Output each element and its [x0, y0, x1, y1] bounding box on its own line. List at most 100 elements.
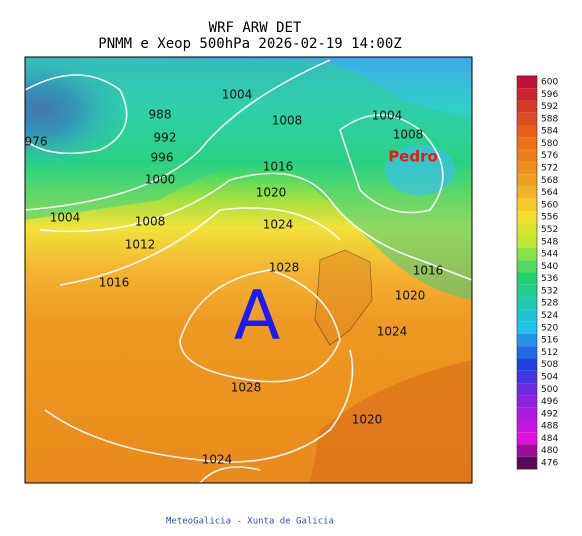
isobar-label: 1016	[413, 264, 444, 278]
isobar-label: 1024	[377, 325, 408, 339]
colorbar-label: 512	[541, 348, 558, 358]
colorbar-swatch	[517, 407, 537, 420]
iberia	[314, 249, 373, 346]
storm-name: Pedro	[388, 148, 438, 166]
colorbar-swatch	[517, 186, 537, 199]
isobar	[179, 269, 341, 383]
colorbar-label: 520	[541, 323, 558, 333]
isobar-label: 1028	[231, 381, 262, 395]
colorbar-swatch	[517, 149, 537, 162]
high-marker: A	[234, 277, 281, 356]
africa	[310, 360, 472, 483]
colorbar-swatch	[517, 100, 537, 113]
isobar-label: 1012	[125, 238, 156, 252]
colorbar-swatch	[517, 112, 537, 126]
colorbar-label: 492	[541, 409, 558, 419]
colorbar-swatch	[517, 383, 537, 396]
colorbar-label: 508	[541, 360, 558, 370]
colorbar-swatch	[517, 358, 537, 371]
colorbar-swatch	[517, 419, 537, 433]
colorbar-label: 536	[541, 274, 558, 284]
storm-area	[385, 145, 455, 195]
colorbar-swatch	[517, 211, 537, 224]
colorbar-label: 476	[541, 459, 558, 469]
colorbar-label: 588	[541, 114, 558, 124]
footer: MeteoGalicia - Xunta de Galicia	[166, 517, 334, 527]
colorbar-swatch	[517, 309, 537, 322]
colorbar-frame	[516, 75, 538, 470]
isobar-label: 1024	[263, 218, 294, 232]
colorbar-label: 500	[541, 385, 558, 395]
isobar	[39, 172, 472, 281]
map	[25, 57, 472, 483]
colorbar-swatch	[517, 370, 537, 384]
colorbar-swatch	[517, 223, 537, 236]
colorbar-swatch	[517, 432, 537, 445]
isobar-label: 1016	[99, 276, 130, 290]
isobar	[25, 74, 128, 155]
colorbar-swatch	[517, 198, 537, 212]
isobar-label: 1004	[372, 109, 403, 123]
colorbar-label: 576	[541, 151, 558, 161]
colorbar-label: 548	[541, 237, 558, 247]
colorbar-label: 584	[541, 127, 558, 137]
colorbar-label: 540	[541, 262, 558, 272]
colorbar-swatch	[517, 333, 537, 347]
map-frame	[24, 56, 473, 484]
isobar-label: 988	[149, 108, 172, 122]
colorbar-swatch	[517, 395, 537, 408]
isobar-label: 1020	[352, 413, 383, 427]
colorbar-label: 600	[541, 78, 558, 88]
colorbar-label: 484	[541, 434, 558, 444]
colorbar-swatch	[517, 235, 537, 248]
colorbar-swatch	[517, 444, 537, 457]
colorbar-label: 580	[541, 139, 558, 149]
isobar	[339, 114, 444, 214]
isobar	[59, 207, 341, 286]
isobar-label: 1024	[202, 453, 233, 467]
isobar-label: 976	[25, 135, 48, 149]
colorbar-label: 596	[541, 90, 558, 100]
title: WRF ARW DET	[209, 20, 302, 36]
colorbar-swatch	[517, 260, 537, 273]
isobar-label: 1028	[269, 261, 300, 275]
colorbar-label: 528	[541, 299, 558, 309]
colorbar-label: 592	[541, 102, 558, 112]
isobar-label: 992	[154, 131, 177, 145]
colorbar-label: 564	[541, 188, 558, 198]
colorbar-label: 552	[541, 225, 558, 235]
colorbar-swatch	[517, 247, 537, 261]
colorbar-swatch	[517, 346, 537, 359]
green-band	[25, 57, 472, 300]
colorbar-swatch	[517, 75, 537, 89]
isobar-label: 1020	[256, 186, 287, 200]
isobar	[44, 349, 354, 463]
colorbar-label: 568	[541, 176, 558, 186]
colorbar-label: 488	[541, 422, 558, 432]
colorbar-label: 504	[541, 372, 558, 382]
isobar-label: 1008	[135, 215, 166, 229]
colorbar-label: 560	[541, 200, 558, 210]
colorbar-swatch	[517, 88, 537, 101]
subtitle: PNMM e Xeop 500hPa 2026-02-19 14:00Z	[98, 36, 401, 52]
colorbar-label: 532	[541, 286, 558, 296]
isobar-label: 1016	[263, 160, 294, 174]
colorbar-swatch	[517, 125, 537, 138]
isobar-label: 1004	[222, 88, 253, 102]
isobar-label: 1004	[50, 211, 81, 225]
colorbar-swatch	[517, 161, 537, 175]
colorbar-swatch	[517, 456, 537, 470]
colorbar-swatch	[517, 321, 537, 334]
colorbar-swatch	[517, 297, 537, 310]
isobar-label: 1008	[272, 114, 303, 128]
colorbar-label: 480	[541, 446, 558, 456]
isobar-label: 1020	[395, 289, 426, 303]
colorbar-label: 516	[541, 336, 558, 346]
colorbar-swatch	[517, 284, 537, 298]
isobar-label: 1000	[145, 173, 176, 187]
colorbar-swatch	[517, 137, 537, 150]
isobar-label: 1008	[393, 128, 424, 142]
colorbar-label: 524	[541, 311, 558, 321]
isobar-label: 996	[151, 151, 174, 165]
colorbar-label: 496	[541, 397, 558, 407]
